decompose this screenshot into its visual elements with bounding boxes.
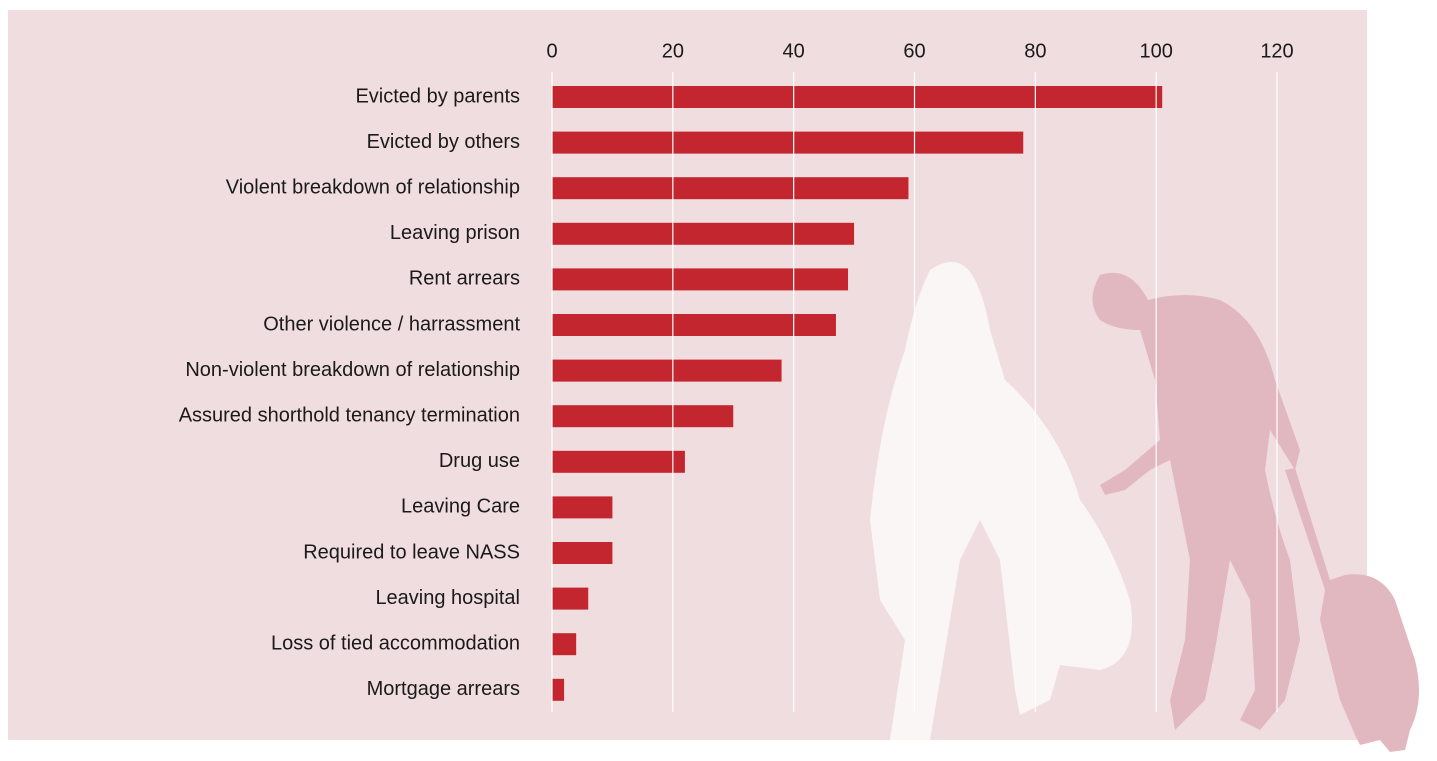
- x-tick-label: 80: [1024, 40, 1046, 62]
- y-tick-label: Leaving prison: [390, 222, 520, 244]
- bar: [552, 131, 1024, 154]
- y-tick-label: Violent breakdown of relationship: [226, 176, 520, 198]
- y-tick-label: Loss of tied accommodation: [271, 632, 520, 654]
- y-tick-label: Drug use: [439, 450, 520, 472]
- y-tick-label: Non-violent breakdown of relationship: [185, 359, 520, 381]
- silhouette-person-pink: [1092, 272, 1300, 730]
- plot: 0 20 40 60 80 100 120 Evicted by parents Evicted…: [179, 40, 1294, 712]
- bar: [552, 359, 782, 382]
- bar: [552, 450, 685, 473]
- y-tick-label: Other violence / harrassment: [263, 313, 520, 335]
- bar: [552, 268, 849, 291]
- bar: [552, 222, 855, 245]
- silhouette-person-white: [870, 262, 1132, 740]
- y-tick-label: Mortgage arrears: [367, 678, 520, 700]
- y-tick-label: Required to leave NASS: [303, 541, 520, 563]
- bar: [552, 633, 577, 656]
- y-tick-label: Assured shorthold tenancy termination: [179, 404, 520, 426]
- y-tick-label: Leaving hospital: [375, 587, 520, 609]
- x-tick-label: 120: [1260, 40, 1293, 62]
- silhouette-suitcase: [1285, 468, 1419, 752]
- silhouettes: [870, 262, 1419, 752]
- bar: [552, 314, 836, 336]
- x-tick-label: 20: [662, 40, 684, 62]
- x-tick-label: 60: [903, 40, 925, 62]
- y-tick-label: Evicted by parents: [355, 85, 520, 107]
- bar: [552, 587, 589, 610]
- x-tick-label: 40: [783, 40, 805, 62]
- bar: [552, 496, 613, 519]
- x-tick-label: 100: [1139, 40, 1172, 62]
- bar: [552, 542, 613, 564]
- bar: [552, 678, 565, 701]
- y-tick-label: Rent arrears: [409, 268, 520, 290]
- y-tick-label: Leaving Care: [401, 496, 520, 518]
- bar: [552, 177, 909, 200]
- bar: [552, 86, 1163, 108]
- bar: [552, 405, 734, 428]
- y-tick-label: Evicted by others: [367, 131, 520, 153]
- x-tick-label: 0: [546, 40, 557, 62]
